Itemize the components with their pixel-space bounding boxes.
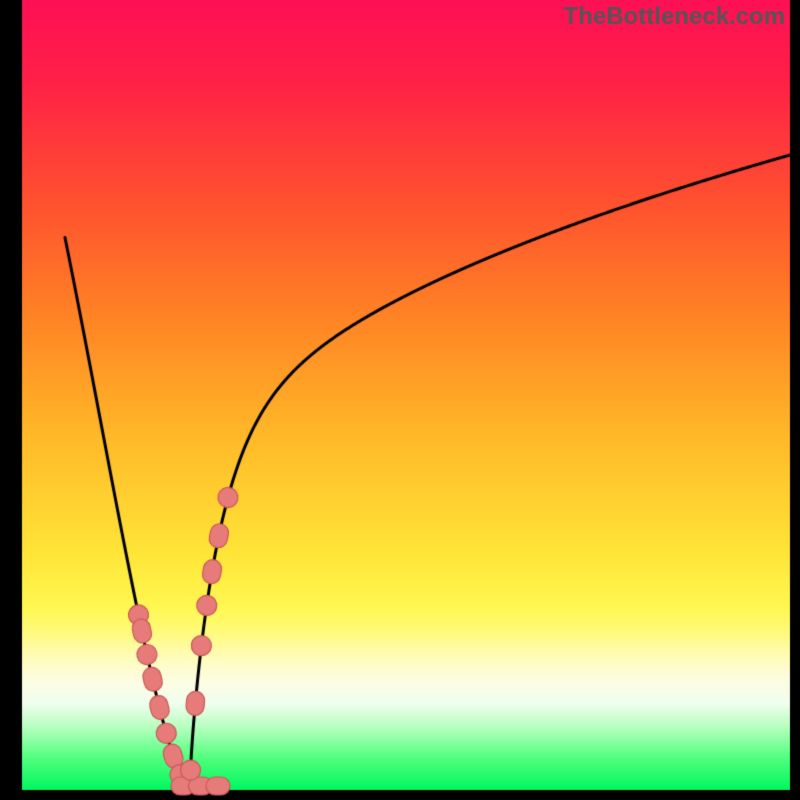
bottleneck-curve-chart — [0, 0, 800, 800]
